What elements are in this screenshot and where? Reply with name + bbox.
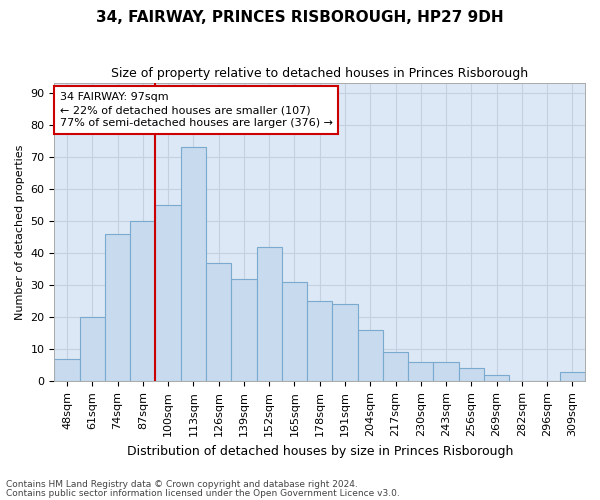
Text: 34, FAIRWAY, PRINCES RISBOROUGH, HP27 9DH: 34, FAIRWAY, PRINCES RISBOROUGH, HP27 9D… [96,10,504,25]
Bar [484,375,509,382]
Bar [231,278,257,382]
Bar [408,362,433,382]
Bar [105,234,130,382]
Bar [458,368,484,382]
Bar [130,221,155,382]
Bar [358,330,383,382]
X-axis label: Distribution of detached houses by size in Princes Risborough: Distribution of detached houses by size … [127,444,513,458]
Text: 34 FAIRWAY: 97sqm
← 22% of detached houses are smaller (107)
77% of semi-detache: 34 FAIRWAY: 97sqm ← 22% of detached hous… [60,92,333,128]
Bar [332,304,358,382]
Bar [80,317,105,382]
Bar [560,372,585,382]
Text: Contains HM Land Registry data © Crown copyright and database right 2024.: Contains HM Land Registry data © Crown c… [6,480,358,489]
Bar [206,262,231,382]
Bar [383,352,408,382]
Bar [55,359,80,382]
Bar [257,246,282,382]
Bar [181,147,206,382]
Bar [307,301,332,382]
Y-axis label: Number of detached properties: Number of detached properties [15,144,25,320]
Text: Contains public sector information licensed under the Open Government Licence v3: Contains public sector information licen… [6,488,400,498]
Bar [433,362,458,382]
Bar [155,205,181,382]
Bar [282,282,307,382]
Title: Size of property relative to detached houses in Princes Risborough: Size of property relative to detached ho… [111,68,528,80]
